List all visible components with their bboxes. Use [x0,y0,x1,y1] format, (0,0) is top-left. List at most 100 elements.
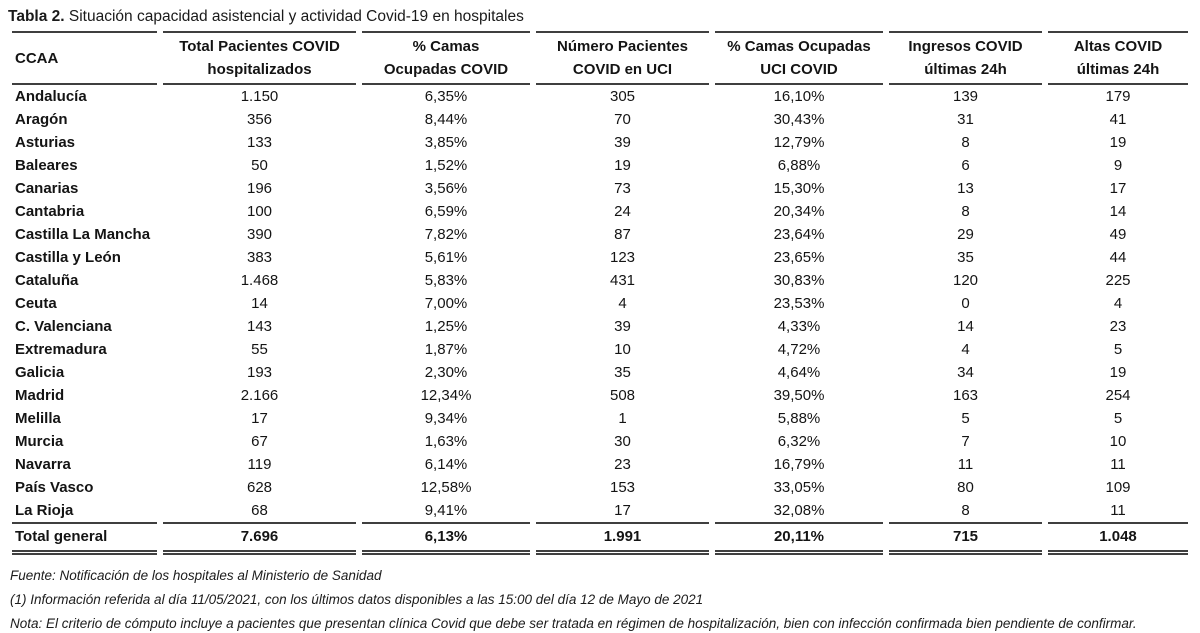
value-cell: 254 [1105,387,1131,404]
footnote-note: Nota: El criterio de cómputo incluye a p… [10,616,1137,631]
value-cell: 1,25% [424,318,468,335]
value-cell: 19 [614,157,631,174]
value-cell: 11 [957,456,974,473]
table-row: Castilla La Mancha 390 7,82% 87 23,64% 29 49 [12,223,1188,246]
value-cell: 4,72% [777,341,821,358]
value-cell: 33,05% [773,479,825,496]
value-cell: 5 [961,410,970,427]
region-name: Extremadura [15,341,107,358]
value-cell: 4 [961,341,970,358]
table-row: Aragón 356 8,44% 70 30,43% 31 41 [12,108,1188,131]
value-cell: 39,50% [773,387,825,404]
value-cell: 6 [961,157,970,174]
value-cell: 133 [246,134,273,151]
region-name: Murcia [15,433,64,450]
table-row: Ceuta 14 7,00% 4 23,53% 0 4 [12,292,1188,315]
region-name: Baleares [15,157,78,174]
total-pct-icu-beds: 20,11% [715,522,883,555]
footnotes: Fuente: Notificación de los hospitales a… [8,564,1194,633]
value-cell: 19 [1109,134,1127,151]
value-cell: 508 [609,387,636,404]
value-cell: 5,83% [424,272,468,289]
total-row: Total general 7.696 6,13% 1.991 20,11% 7… [12,522,1188,555]
region-name: Andalucía [15,88,87,105]
value-cell: 305 [609,88,636,105]
value-cell: 119 [247,456,272,473]
value-cell: 14 [957,318,974,335]
value-cell: 73 [614,180,631,197]
value-cell: 39 [614,134,631,151]
value-cell: 14 [251,295,268,312]
total-discharges-24h: 1.048 [1048,522,1188,555]
footnote-reference-date: (1) Información referida al día 11/05/20… [10,592,704,607]
value-cell: 6,59% [424,203,468,220]
value-cell: 4 [1113,295,1123,312]
value-cell: 6,14% [424,456,468,473]
value-cell: 7 [961,433,970,450]
value-cell: 2,30% [424,364,468,381]
value-cell: 8 [961,134,970,151]
region-name: Castilla y León [15,249,121,266]
value-cell: 87 [614,226,631,243]
value-cell: 19 [1109,364,1127,381]
value-cell: 49 [1109,226,1127,243]
column-header-admissions-24h: Ingresos COVID últimas 24h [889,31,1042,85]
value-cell: 139 [952,88,979,105]
value-cell: 34 [957,364,974,381]
total-label: Total general [12,522,157,555]
total-pct-beds: 6,13% [362,522,530,555]
value-cell: 4,64% [777,364,821,381]
table-row: La Rioja 68 9,41% 17 32,08% 8 11 [12,499,1188,522]
value-cell: 30,43% [773,111,825,128]
column-header-icu-patients: Número Pacientes COVID en UCI [536,31,709,85]
value-cell: 23 [1109,318,1127,335]
value-cell: 7,00% [424,295,468,312]
value-cell: 193 [246,364,273,381]
value-cell: 29 [957,226,974,243]
value-cell: 4 [618,295,627,312]
value-cell: 0 [961,295,970,312]
value-cell: 9,34% [424,410,468,427]
value-cell: 23,53% [773,295,825,312]
region-name: La Rioja [15,502,74,519]
table-body: Andalucía 1.150 6,35% 305 16,10% 139 179 Aragón… [12,85,1188,522]
value-cell: 23 [614,456,631,473]
value-cell: 12,58% [420,479,472,496]
table-row: C. Valenciana 143 1,25% 39 4,33% 14 23 [12,315,1188,338]
value-cell: 628 [246,479,273,496]
region-name: Ceuta [15,295,57,312]
value-cell: 7,82% [424,226,468,243]
value-cell: 3,56% [424,180,468,197]
table-row: Castilla y León 383 5,61% 123 23,65% 35 44 [12,246,1188,269]
value-cell: 383 [246,249,273,266]
value-cell: 68 [251,502,268,519]
value-cell: 109 [1105,479,1131,496]
value-cell: 5 [1113,341,1123,358]
value-cell: 11 [1110,456,1126,473]
value-cell: 3,85% [424,134,468,151]
value-cell: 100 [246,203,273,220]
header-row: CCAA Total Pacientes COVID hospitalizado… [12,31,1188,85]
value-cell: 6,88% [777,157,821,174]
covid-hospital-capacity-table: CCAA Total Pacientes COVID hospitalizado… [6,31,1194,555]
value-cell: 15,30% [773,180,825,197]
value-cell: 17 [1109,180,1127,197]
value-cell: 44 [1109,249,1127,266]
value-cell: 12,34% [420,387,472,404]
table-row: Baleares 50 1,52% 19 6,88% 6 9 [12,154,1188,177]
region-name: Cataluña [15,272,79,289]
table-row: Melilla 17 9,34% 1 5,88% 5 5 [12,407,1188,430]
table-row: Asturias 133 3,85% 39 12,79% 8 19 [12,131,1188,154]
value-cell: 35 [957,249,974,266]
column-header-hospitalized: Total Pacientes COVID hospitalizados [163,31,356,85]
table-row: Navarra 119 6,14% 23 16,79% 11 11 [12,453,1188,476]
table-row: Galicia 193 2,30% 35 4,64% 34 19 [12,361,1188,384]
table-header: CCAA Total Pacientes COVID hospitalizado… [12,31,1188,85]
value-cell: 10 [1109,433,1127,450]
table-title: Tabla 2. Situación capacidad asistencial… [8,6,1194,28]
value-cell: 143 [246,318,273,335]
value-cell: 6,35% [424,88,468,105]
value-cell: 1.468 [240,272,279,289]
value-cell: 13 [957,180,974,197]
value-cell: 120 [952,272,979,289]
